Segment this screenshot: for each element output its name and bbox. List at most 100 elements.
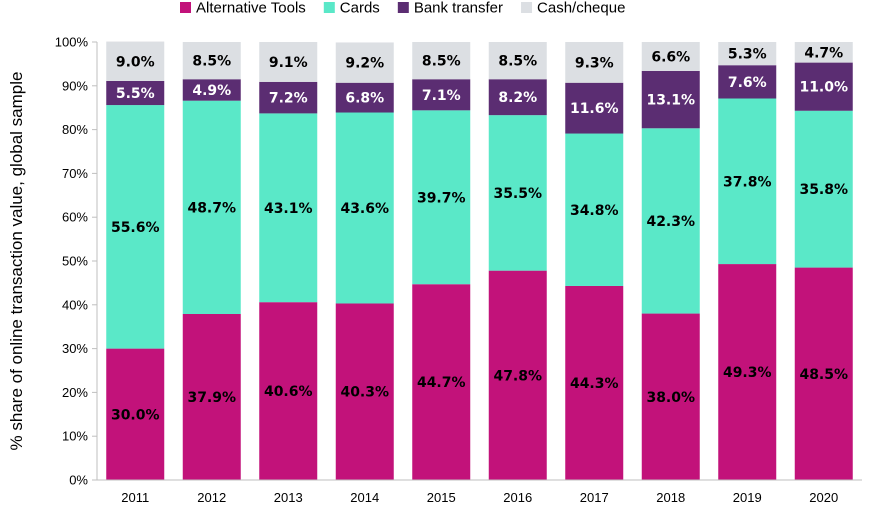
y-tick-label: 30%	[62, 341, 88, 356]
data-label-cards-2018: 42.3%	[646, 214, 695, 230]
bar-alternative-tools-2020	[794, 267, 853, 480]
legend-item-cash-cheque: Cash/cheque	[521, 0, 625, 17]
y-tick-label: 50%	[62, 254, 88, 269]
bar-cash-cheque-2011	[106, 41, 165, 81]
y-tick-label: 40%	[62, 297, 88, 312]
data-label-cards-2017: 34.8%	[570, 203, 619, 219]
data-label-bank-transfer-2014: 6.8%	[345, 91, 384, 107]
legend-swatch	[397, 2, 409, 13]
data-label-cash-cheque-2015: 8.5%	[422, 54, 461, 70]
data-label-cash-cheque-2014: 9.2%	[345, 56, 384, 72]
bar-bank-transfer-2017	[565, 82, 624, 134]
bar-cards-2018	[641, 128, 700, 314]
bar-bank-transfer-2012	[182, 79, 241, 101]
y-tick-label: 100%	[55, 35, 89, 50]
bar-stack-2014: 40.3% 43.6% 6.8% 9.2%	[335, 42, 394, 480]
bar-stack-2020: 48.5% 35.8% 11.0% 4.7%	[794, 42, 853, 480]
bar-cash-cheque-2012	[182, 42, 241, 80]
bar-cards-2015	[412, 110, 471, 285]
y-axis-title: % share of online transaction value, glo…	[7, 72, 26, 451]
data-label-alternative-tools-2014: 40.3%	[340, 385, 389, 401]
bar-bank-transfer-2018	[641, 70, 700, 129]
bar-cash-cheque-2020	[794, 42, 853, 63]
x-tick-label: 2018	[656, 490, 685, 505]
data-label-alternative-tools-2011: 30.0%	[111, 407, 160, 423]
data-label-bank-transfer-2018: 13.1%	[646, 93, 695, 109]
data-label-alternative-tools-2018: 38.0%	[646, 390, 695, 406]
data-label-alternative-tools-2013: 40.6%	[264, 384, 313, 400]
bar-alternative-tools-2015	[412, 284, 471, 480]
legend: Alternative Tools Cards Bank transfer Cash/…	[180, 0, 625, 17]
data-label-cash-cheque-2019: 5.3%	[728, 47, 767, 63]
data-label-cards-2015: 39.7%	[417, 190, 466, 206]
y-axis: 0% 10% 20% 30% 40% 50% 60% 70% 80% 90% 100%	[55, 35, 98, 488]
y-tick-label: 0%	[69, 473, 88, 488]
y-tick-label: 70%	[62, 166, 88, 181]
data-label-cards-2011: 55.6%	[111, 220, 160, 236]
bar-bank-transfer-2014	[335, 82, 394, 113]
data-label-bank-transfer-2016: 8.2%	[498, 90, 537, 106]
y-tick-label: 80%	[62, 122, 88, 137]
data-label-alternative-tools-2020: 48.5%	[799, 367, 848, 383]
bar-stack-2016: 47.8% 35.5% 8.2% 8.5%	[488, 42, 547, 480]
data-label-bank-transfer-2019: 7.6%	[728, 75, 767, 91]
bar-stack-2013: 40.6% 43.1% 7.2% 9.1%	[259, 42, 318, 480]
data-label-cards-2019: 37.8%	[723, 174, 772, 190]
bar-stack-2015: 44.7% 39.7% 7.1% 8.5%	[412, 42, 471, 480]
bar-cards-2012	[182, 100, 241, 314]
bar-cash-cheque-2019	[718, 42, 777, 66]
data-label-cards-2013: 43.1%	[264, 201, 313, 217]
legend-swatch	[521, 2, 533, 13]
data-label-alternative-tools-2019: 49.3%	[723, 365, 772, 381]
bar-cash-cheque-2015	[412, 42, 471, 80]
x-tick-label: 2017	[580, 490, 609, 505]
data-label-cash-cheque-2011: 9.0%	[116, 54, 155, 70]
data-label-bank-transfer-2015: 7.1%	[422, 88, 461, 104]
bar-cards-2014	[335, 112, 394, 304]
data-label-alternative-tools-2015: 44.7%	[417, 375, 466, 391]
legend-swatch	[180, 2, 191, 13]
data-label-bank-transfer-2020: 11.0%	[799, 80, 848, 96]
y-tick-label: 90%	[62, 78, 88, 93]
bar-cards-2011	[106, 105, 165, 349]
data-label-cards-2014: 43.6%	[340, 201, 389, 217]
data-label-bank-transfer-2013: 7.2%	[269, 91, 308, 107]
data-label-cash-cheque-2016: 8.5%	[498, 54, 537, 70]
data-label-cards-2016: 35.5%	[493, 186, 542, 202]
x-tick-label: 2014	[350, 490, 379, 505]
data-label-bank-transfer-2011: 5.5%	[116, 86, 155, 102]
x-tick-label: 2011	[121, 490, 149, 505]
bar-alternative-tools-2012	[182, 313, 241, 480]
bar-alternative-tools-2014	[335, 303, 394, 480]
x-axis: 2011 2012 2013 2014 2015 2016 2017 2018 2019 2020	[97, 479, 862, 505]
bar-stack-2011: 30.0% 55.6% 5.5% 9.0%	[106, 41, 165, 480]
bars: 30.0% 55.6% 5.5% 9.0% 37.9% 48.7% 4.9% 8.5% 40.6…	[106, 41, 853, 480]
bar-cash-cheque-2017	[565, 42, 624, 83]
data-label-cards-2020: 35.8%	[799, 182, 848, 198]
bar-cards-2019	[718, 98, 777, 265]
legend-item-cards: Cards	[323, 0, 380, 17]
bar-bank-transfer-2011	[106, 80, 165, 106]
bar-cards-2016	[488, 115, 547, 271]
data-label-cash-cheque-2018: 6.6%	[651, 49, 690, 65]
bar-bank-transfer-2015	[412, 79, 471, 111]
legend-item-alternative-tools: Alternative Tools	[180, 0, 306, 17]
x-tick-label: 2012	[197, 490, 226, 505]
data-label-alternative-tools-2016: 47.8%	[493, 368, 542, 384]
data-label-cards-2012: 48.7%	[187, 200, 236, 216]
bar-bank-transfer-2016	[488, 79, 547, 116]
bar-alternative-tools-2019	[718, 264, 777, 480]
data-label-cash-cheque-2012: 8.5%	[192, 54, 231, 70]
x-tick-label: 2020	[809, 490, 838, 505]
legend-item-bank-transfer: Bank transfer	[397, 0, 503, 17]
x-tick-label: 2015	[427, 490, 456, 505]
data-label-cash-cheque-2017: 9.3%	[575, 55, 614, 71]
y-tick-label: 20%	[62, 385, 88, 400]
bar-bank-transfer-2013	[259, 81, 318, 114]
bar-alternative-tools-2011	[106, 348, 165, 480]
data-label-alternative-tools-2012: 37.9%	[187, 390, 236, 406]
bar-cash-cheque-2013	[259, 42, 318, 82]
bar-bank-transfer-2019	[718, 65, 777, 99]
data-label-cash-cheque-2013: 9.1%	[269, 55, 308, 71]
